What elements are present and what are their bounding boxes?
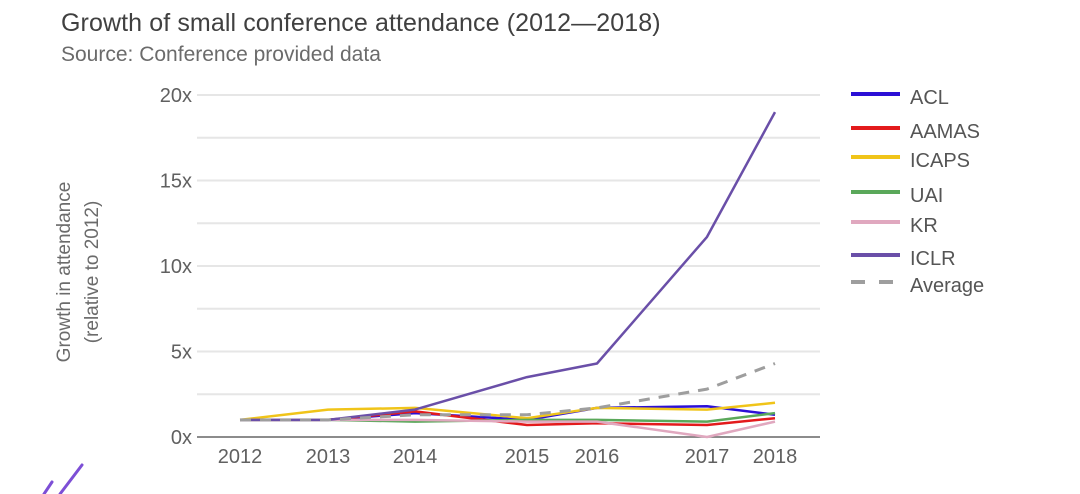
legend: ACL AAMAS ICAPS UAI KR ICLR Average [851,87,984,297]
y-tick-label: 5x [171,342,192,364]
legend-label-iclr: ICLR [910,248,956,270]
x-tick-label: 2014 [393,446,438,468]
legend-label-average: Average [910,275,984,297]
y-axis-label-line2: (relative to 2012) [82,201,103,344]
x-tick-label: 2016 [575,446,620,468]
chart-subtitle: Source: Conference provided data [61,43,381,66]
y-tick-label: 0x [171,427,192,449]
chart-title: Growth of small conference attendance (2… [61,9,661,37]
x-tick-label: 2018 [753,446,798,468]
x-tick-label: 2017 [685,446,730,468]
y-tick-label: 20x [160,85,192,107]
x-axis-ticks: 2012 2013 2014 2015 2016 2017 2018 [218,446,798,468]
series-lines [239,111,777,439]
y-axis-label: Growth in attendance (relative to 2012) [54,182,103,363]
legend-label-icaps: ICAPS [910,150,970,172]
legend-label-uai: UAI [910,185,943,207]
y-axis-ticks: 0x 5x 10x 15x 20x [160,85,192,449]
y-tick-label: 10x [160,256,192,278]
decorative-stroke-1 [42,480,54,494]
x-tick-label: 2012 [218,446,263,468]
series-line-icaps [239,401,776,422]
x-tick-label: 2015 [505,446,550,468]
legend-label-aamas: AAMAS [910,121,980,143]
y-axis-label-line1: Growth in attendance [54,182,75,363]
decorative-stroke-2 [58,463,84,494]
legend-label-kr: KR [910,215,938,237]
gridlines [197,94,820,396]
y-tick-label: 15x [160,171,192,193]
x-tick-label: 2013 [306,446,351,468]
legend-label-acl: ACL [910,87,949,109]
series-line-average [240,362,776,422]
decorative-strokes [42,463,84,494]
